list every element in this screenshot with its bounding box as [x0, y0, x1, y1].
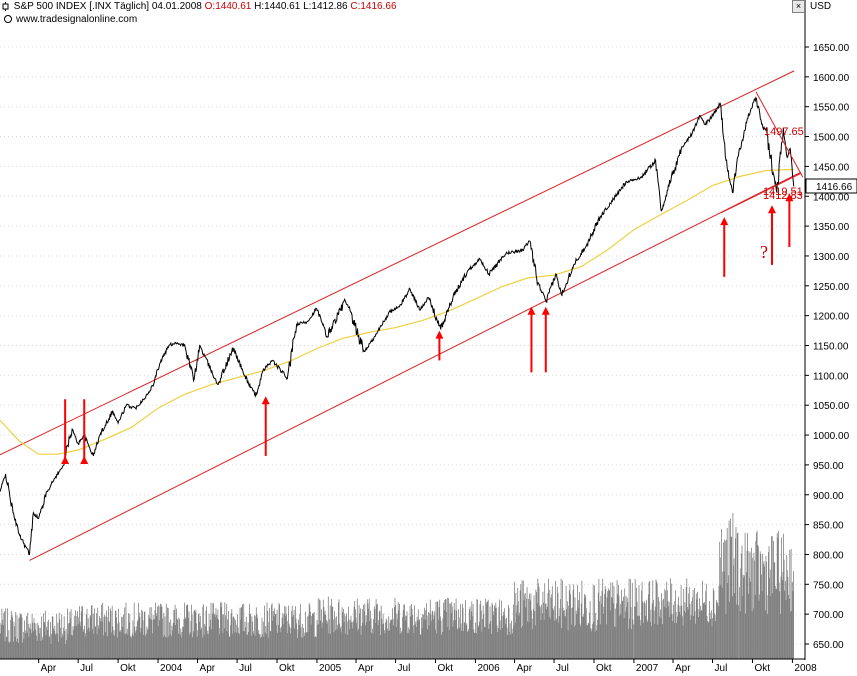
symbol-label: S&P 500 INDEX [.INX Täglich]: [13, 1, 150, 12]
x-tick-label: Jul: [239, 663, 252, 674]
high-label: H:1440.61: [254, 1, 301, 12]
x-tick-label: Apr: [675, 663, 691, 674]
trend-channel: [0, 70, 801, 561]
price-annotations: 1497.65 1419.51 1412.83 ?: [760, 126, 804, 262]
y-tick-label: 950.00: [813, 461, 844, 472]
date-label: 04.01.2008: [151, 1, 202, 12]
source-label: www.tradesignalonline.com: [16, 14, 138, 25]
y-tick-label: 1350.00: [813, 222, 850, 233]
arrow-head: [80, 455, 89, 464]
x-tick-label: Jul: [398, 663, 411, 674]
y-tick-label: 1100.00: [813, 371, 849, 382]
y-tick-label: 1450.00: [813, 162, 850, 173]
y-tick-label: 750.00: [813, 580, 844, 591]
y-tick-label: 800.00: [813, 550, 844, 561]
price-axis: 650.00 700.00 750.00 800.00 850.00 900.00 950.…: [805, 43, 850, 651]
arrow-head: [61, 455, 70, 464]
y-tick-label: 900.00: [813, 491, 844, 502]
x-tick-label: Jul: [556, 663, 569, 674]
x-tick-label: Jul: [715, 663, 728, 674]
time-axis: Apr Jul Okt 2004 Apr Jul Okt 2005 Apr Jul Okt 2006 A…: [38, 659, 817, 674]
arrow-head: [768, 205, 777, 214]
y-tick-label: 1000.00: [813, 431, 850, 442]
support-arrows: [61, 193, 794, 464]
wedge-line: [755, 91, 804, 178]
x-tick-label: Okt: [437, 663, 453, 674]
open-label: O:1440.61: [204, 1, 252, 12]
close-button[interactable]: ×: [792, 0, 805, 13]
level-high-label: 1497.65: [764, 126, 804, 138]
y-tick-label: 1550.00: [813, 103, 850, 114]
arrow-head: [435, 330, 444, 339]
x-tick-label: Apr: [41, 663, 57, 674]
wedge-lines: [720, 91, 804, 214]
close-label: C:1416.66: [350, 1, 397, 12]
source-line: www.tradesignalonline.com: [4, 14, 137, 25]
price-line: [0, 96, 795, 555]
x-tick-label: 2004: [160, 663, 183, 674]
x-tick-label: Okt: [120, 663, 136, 674]
y-tick-label: 700.00: [813, 610, 844, 621]
x-tick-label: Okt: [279, 663, 295, 674]
y-tick-label: 1300.00: [813, 252, 850, 263]
y-tick-label: 1050.00: [813, 401, 850, 412]
x-tick-label: 2006: [477, 663, 500, 674]
candle-icon: [2, 2, 9, 11]
wedge-line: [720, 173, 801, 214]
y-tick-label: 1150.00: [813, 342, 849, 353]
y-tick-label: 850.00: [813, 521, 844, 532]
y-tick-label: 1650.00: [813, 43, 850, 54]
level-mid-label: 1419.51: [763, 186, 803, 198]
x-tick-label: Jul: [80, 663, 93, 674]
arrow-head: [527, 306, 536, 315]
unit-label: USD: [810, 1, 832, 12]
x-tick-label: Apr: [358, 663, 374, 674]
y-tick-label: 1400.00: [813, 192, 850, 203]
x-tick-label: Okt: [754, 663, 770, 674]
moving-average-line: [0, 168, 794, 455]
last-price-tag: 1416.66: [805, 178, 857, 194]
last-price-value: 1416.66: [816, 182, 853, 193]
channel-line: [29, 171, 801, 561]
question-mark: ?: [760, 242, 768, 262]
x-tick-label: Okt: [596, 663, 612, 674]
channel-line: [0, 70, 795, 456]
level-low-label: 1412.83: [763, 190, 803, 202]
x-tick-label: 2005: [319, 663, 342, 674]
x-tick-label: 2007: [636, 663, 659, 674]
arrow-head: [785, 193, 794, 202]
x-tick-label: 2008: [794, 663, 817, 674]
arrow-head: [541, 306, 550, 315]
settings-icon[interactable]: [4, 15, 12, 24]
arrow-head: [261, 396, 270, 405]
x-tick-label: Apr: [517, 663, 533, 674]
y-tick-label: 1600.00: [813, 73, 850, 84]
y-tick-label: 650.00: [813, 640, 844, 651]
volume-bars: [0, 513, 794, 659]
chart-header: S&P 500 INDEX [.INX Täglich] 04.01.2008 …: [0, 0, 397, 14]
y-tick-label: 1200.00: [813, 312, 850, 323]
low-label: L:1412.86: [303, 1, 348, 12]
y-tick-label: 1250.00: [813, 282, 850, 293]
x-tick-label: Apr: [200, 663, 216, 674]
y-tick-label: 1500.00: [813, 133, 850, 144]
arrow-head: [720, 217, 729, 226]
